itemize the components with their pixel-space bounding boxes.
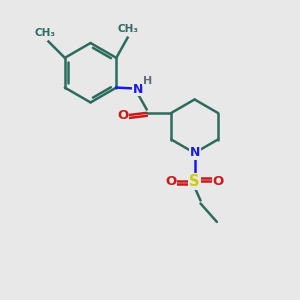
Text: S: S <box>189 174 200 189</box>
Text: CH₃: CH₃ <box>118 24 139 34</box>
Text: CH₃: CH₃ <box>34 28 56 38</box>
Text: H: H <box>142 76 152 86</box>
Text: O: O <box>213 175 224 188</box>
Text: O: O <box>165 175 176 188</box>
Text: O: O <box>117 109 128 122</box>
Text: N: N <box>189 146 200 160</box>
Text: N: N <box>133 82 143 96</box>
